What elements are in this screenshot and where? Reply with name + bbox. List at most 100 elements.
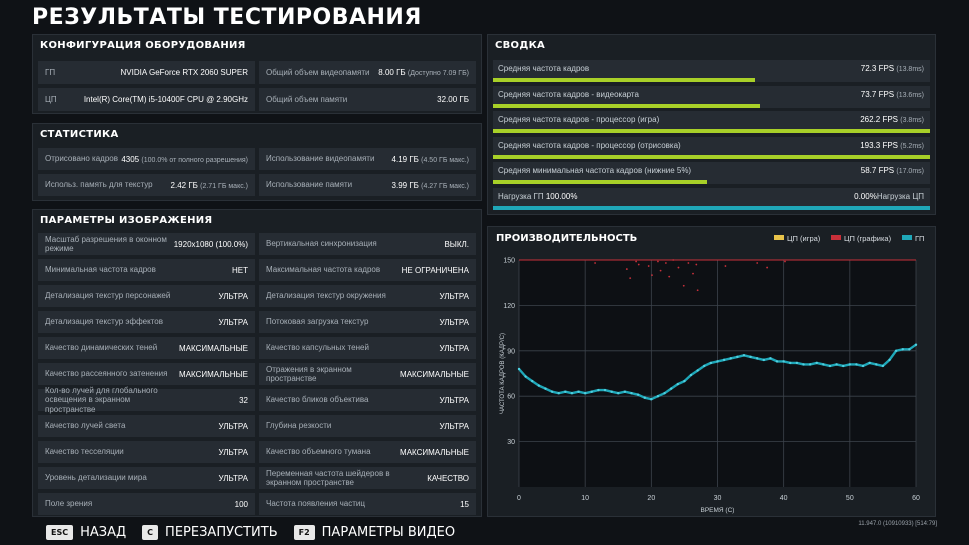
- value-text: УЛЬТРА: [218, 421, 248, 431]
- footer-bar: ESC НАЗАД C ПЕРЕЗАПУСТИТЬ F2 ПАРАМЕТРЫ ВИДЕ…: [46, 525, 471, 540]
- setting-cell: Максимальная частота кадров НЕ ОГРАНИЧЕНА: [259, 259, 476, 281]
- setting-label: Общий объем памяти: [266, 94, 348, 104]
- gpu-point: [557, 391, 560, 395]
- setting-label: Глубина резкости: [266, 421, 332, 431]
- value-text: УЛЬТРА: [218, 473, 248, 483]
- gpu-point: [669, 387, 673, 390]
- legend-label: ГП: [915, 234, 924, 243]
- stats-grid: Отрисовано кадров 4305 (100.0% от полного…: [38, 148, 476, 196]
- setting-cell: Частота появления частиц 15: [259, 493, 476, 515]
- setting-value: 32: [239, 396, 248, 405]
- setting-label: Вертикальная синхронизация: [266, 239, 377, 249]
- cpu-render-point: [695, 263, 698, 266]
- restart-label: ПЕРЕЗАПУСТИТЬ: [165, 525, 278, 540]
- setting-cell: Качество объемного тумана МАКСИМАЛЬНЫЕ: [259, 441, 476, 463]
- setting-cell: Общий объем памяти 32.00 ГБ: [259, 88, 476, 111]
- x-tick-label: 20: [647, 495, 655, 502]
- setting-cell: Уровень детализации мира УЛЬТРА: [38, 467, 255, 489]
- value-text: УЛЬТРА: [439, 317, 469, 327]
- setting-label: Качество рассеянного затенения: [45, 369, 168, 379]
- setting-cell: Минимальная частота кадров НЕТ: [38, 259, 255, 281]
- summary-row: Средняя частота кадров 72.3 FPS (13.8ms): [493, 60, 930, 82]
- summary-bar: [493, 129, 930, 133]
- ms-value: (5.2ms): [900, 142, 924, 150]
- gpu-point: [782, 360, 785, 363]
- cpu-render-point: [637, 263, 640, 266]
- gpu-point: [583, 391, 587, 395]
- gpu-point: [722, 358, 726, 362]
- summary-value: 193.3 FPS (5.2ms): [860, 141, 924, 150]
- summary-row: Средняя частота кадров - видеокарта 73.7 …: [493, 85, 930, 108]
- gpu-point: [689, 373, 693, 377]
- value-text: КАЧЕСТВО: [427, 473, 469, 483]
- gpu-point: [749, 355, 752, 359]
- setting-label: Качество объемного тумана: [266, 447, 371, 457]
- gpu-point: [868, 361, 871, 365]
- gpu-point: [570, 391, 574, 395]
- setting-value: УЛЬТРА: [439, 292, 469, 301]
- gpu-point: [537, 384, 541, 387]
- setting-label: Общий объем видеопамяти: [266, 67, 370, 77]
- summary-value: 73.7 FPS (13.6ms): [861, 90, 924, 99]
- legend-swatch: [902, 235, 912, 240]
- setting-value: МАКСИМАЛЬНЫЕ: [179, 370, 248, 379]
- setting-cell: Качество тесселяции УЛЬТРА: [38, 441, 255, 463]
- setting-cell: Отрисовано кадров 4305 (100.0% от полного…: [38, 148, 255, 170]
- y-tick-label: 120: [503, 303, 515, 310]
- load-bar: [493, 206, 930, 210]
- summary-value: 72.3 FPS (13.8ms): [861, 64, 924, 73]
- summary-panel: СВОДКА Средняя частота кадров 72.3 FPS (1…: [487, 34, 936, 215]
- gpu-point: [709, 361, 713, 365]
- gpu-point: [789, 361, 792, 365]
- restart-button[interactable]: C ПЕРЕЗАПУСТИТЬ: [142, 525, 278, 540]
- setting-value: УЛЬТРА: [439, 396, 469, 405]
- fps-value: 72.3 FPS: [860, 64, 895, 73]
- gpu-point: [517, 367, 521, 371]
- summary-row: Средняя частота кадров - процессор (отри…: [493, 136, 930, 159]
- setting-value: 8.00 ГБ (Доступно 7.09 ГБ): [378, 68, 469, 77]
- setting-label: Качество динамических теней: [45, 343, 158, 353]
- gpu-point: [742, 354, 746, 357]
- page-title: РЕЗУЛЬТАТЫ ТЕСТИРОВАНИЯ: [32, 5, 422, 30]
- gpu-point: [775, 360, 779, 363]
- gpu-point: [524, 375, 527, 378]
- gpu-load-value: 100.00%: [545, 192, 578, 201]
- gpu-point: [590, 390, 593, 393]
- summary-label: Средняя минимальная частота кадров (нижн…: [498, 166, 692, 175]
- setting-cell: ГП NVIDIA GeForce RTX 2060 SUPER: [38, 61, 255, 84]
- setting-label: Отражения в экранном пространстве: [266, 364, 352, 383]
- gpu-point: [636, 393, 640, 396]
- gpu-point: [795, 361, 799, 365]
- cpu-render-point: [724, 265, 727, 267]
- summary-bar: [493, 154, 930, 159]
- gpu-load-label: Нагрузка ГП 100.00%: [498, 192, 578, 201]
- gpu-point: [808, 363, 812, 366]
- setting-cell: Поле зрения 100: [38, 493, 255, 515]
- value-text: 2.42 ГБ: [170, 180, 198, 190]
- stats-panel: СТАТИСТИКА Отрисовано кадров 4305 (100.0%…: [32, 123, 482, 201]
- x-tick-label: 10: [581, 495, 589, 502]
- back-label: НАЗАД: [80, 525, 127, 540]
- gpu-point: [861, 364, 865, 368]
- value-text: ВЫКЛ.: [444, 239, 469, 249]
- gpu-point: [842, 364, 845, 368]
- video-settings-button[interactable]: F2 ПАРАМЕТРЫ ВИДЕО: [293, 525, 456, 540]
- hardware-grid: ГП NVIDIA GeForce RTX 2060 SUPER Общий об…: [38, 61, 476, 111]
- gpu-point: [908, 348, 911, 351]
- setting-label: Кол-во лучей для глобального освещения в…: [45, 386, 158, 414]
- gpu-point: [564, 390, 567, 393]
- cpu-render-point: [784, 260, 786, 263]
- cpu-render-point: [647, 265, 650, 267]
- fps-value: 73.7 FPS: [860, 89, 895, 99]
- setting-cell: Детализация текстур окружения УЛЬТРА: [259, 285, 476, 307]
- setting-value: УЛЬТРА: [218, 422, 248, 431]
- cpu-render-point: [677, 266, 680, 269]
- esc-key: ESC: [46, 525, 74, 540]
- video-settings-label: ПАРАМЕТРЫ ВИДЕО: [321, 525, 456, 540]
- back-button[interactable]: ESC НАЗАД: [46, 525, 126, 540]
- fps-value: 262.2 FPS: [860, 115, 899, 124]
- setting-label: Использ. память для текстур: [45, 180, 153, 190]
- setting-cell: Качество капсульных теней УЛЬТРА: [259, 337, 476, 359]
- value-text: УЛЬТРА: [439, 343, 469, 353]
- gpu-point: [736, 355, 739, 359]
